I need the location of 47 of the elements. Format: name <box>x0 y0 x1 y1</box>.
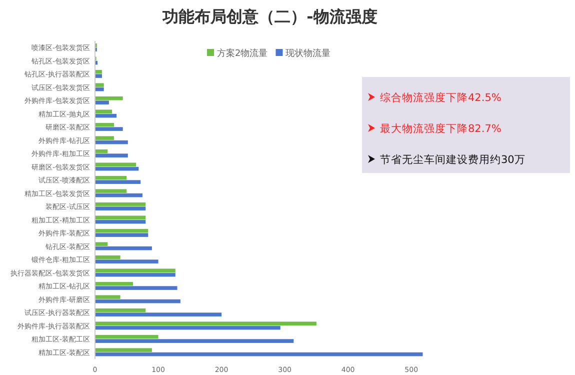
bar <box>95 220 146 224</box>
bar <box>95 339 294 343</box>
bar <box>95 299 180 304</box>
bar <box>95 308 146 312</box>
bar <box>95 180 141 184</box>
legend-label: 现状物流量 <box>286 48 331 59</box>
bar <box>95 162 136 166</box>
bar <box>95 334 158 339</box>
bar <box>95 176 127 180</box>
bar <box>95 110 112 114</box>
bar <box>95 352 423 356</box>
bar <box>95 114 117 118</box>
bar <box>95 348 152 352</box>
bar <box>95 202 146 206</box>
bar <box>95 216 146 220</box>
bar <box>95 100 109 104</box>
bar <box>95 74 102 78</box>
bar <box>95 193 142 198</box>
bar <box>95 282 133 286</box>
bar <box>95 136 114 140</box>
bar <box>95 140 128 144</box>
bar <box>95 127 123 131</box>
bar <box>95 122 114 127</box>
bar <box>95 246 152 250</box>
chart-title: 功能布局创意（二）-物流强度 <box>162 7 378 26</box>
bar <box>95 255 120 260</box>
bar <box>95 312 222 316</box>
bar <box>95 233 148 237</box>
bar <box>95 242 108 246</box>
bar <box>95 228 148 233</box>
bar <box>95 272 176 277</box>
bar <box>95 286 178 290</box>
bar <box>95 322 316 326</box>
annotation: 节省无尘车间建设费用约30万 <box>380 153 526 166</box>
bar <box>95 154 128 158</box>
bar <box>95 189 127 193</box>
bar <box>95 295 120 299</box>
bar <box>95 166 139 171</box>
legend-label: 方案2物流量 <box>217 48 268 59</box>
bar <box>95 96 123 100</box>
bar <box>95 260 158 264</box>
bar <box>95 326 280 330</box>
bar <box>95 268 176 272</box>
annotation: 最大物流强度下降82.7% <box>380 122 502 135</box>
bar <box>95 206 146 210</box>
bar <box>95 83 104 87</box>
annotation: 综合物流强度下降42.5% <box>380 91 502 104</box>
